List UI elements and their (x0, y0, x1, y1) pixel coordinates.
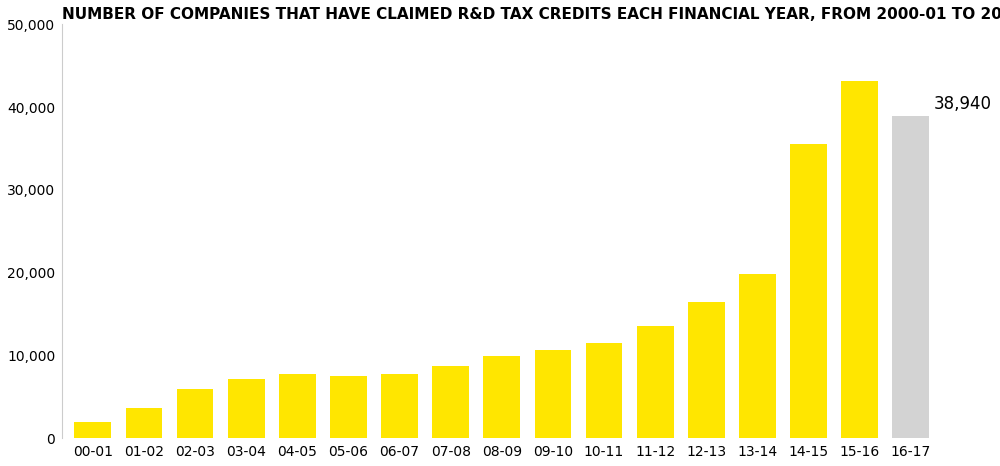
Bar (177, 389, 213, 438)
Bar (432, 366, 469, 438)
Text: NUMBER OF COMPANIES THAT HAVE CLAIMED R&D TAX CREDITS EACH FINANCIAL YEAR, FROM : NUMBER OF COMPANIES THAT HAVE CLAIMED R&… (62, 7, 1000, 22)
Text: 38,940: 38,940 (934, 95, 992, 113)
Bar (586, 343, 622, 438)
Bar (892, 116, 929, 438)
Bar (790, 144, 827, 438)
Bar (739, 274, 776, 438)
Bar (483, 356, 520, 438)
Bar (126, 408, 162, 438)
Bar (535, 350, 571, 438)
Bar (279, 374, 316, 438)
Bar (228, 379, 265, 438)
Bar (330, 376, 367, 438)
Bar (381, 374, 418, 438)
Bar (74, 422, 111, 438)
Bar (841, 81, 878, 438)
Bar (637, 327, 674, 438)
Bar (688, 302, 725, 438)
